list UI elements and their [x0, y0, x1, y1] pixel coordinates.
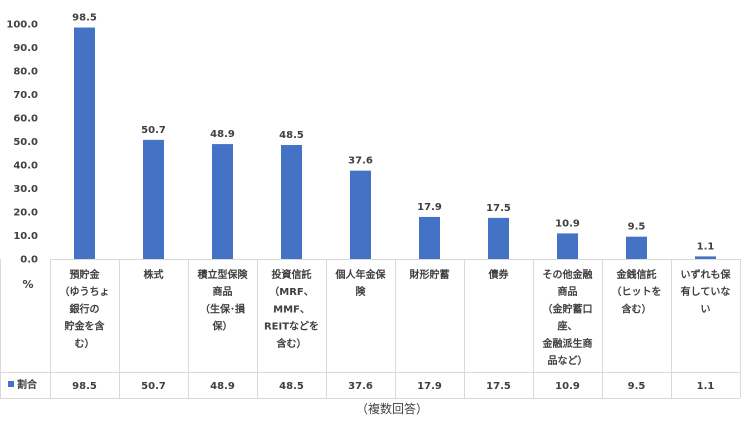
y-tick-label: 10.0 — [13, 231, 38, 242]
data-label: 48.9 — [210, 129, 235, 140]
table-value: 37.6 — [348, 381, 373, 392]
bars — [74, 27, 716, 260]
bar — [74, 27, 95, 260]
bar — [281, 145, 302, 259]
category-label: 債券 — [488, 268, 510, 281]
table-value: 48.9 — [210, 381, 235, 392]
table-value: 10.9 — [555, 381, 580, 392]
data-table: 預貯金（ゆうちょ銀行の貯金を含む） 株式 積立型保険商品（生保･損保） 投資信託（MR… — [0, 259, 741, 399]
data-label: 10.9 — [555, 218, 580, 229]
category-label: 株式 — [144, 268, 164, 281]
y-tick-label: 20.0 — [13, 208, 38, 219]
y-tick-label: 60.0 — [13, 114, 38, 125]
legend-swatch — [8, 381, 14, 387]
category-label: 投資信託（MRF、 MMF、 REITなどを含む） — [264, 268, 319, 350]
data-label: 17.9 — [417, 202, 442, 213]
y-tick-label: 30.0 — [13, 184, 38, 195]
data-label: 98.5 — [72, 13, 97, 24]
bar — [143, 139, 164, 259]
bar — [695, 256, 716, 259]
y-tick-label: 70.0 — [13, 90, 38, 101]
y-tick-label: 80.0 — [13, 67, 38, 78]
y-tick-label: 50.0 — [13, 137, 38, 148]
y-tick-label: 40.0 — [13, 161, 38, 172]
legend-label: 割合 — [17, 378, 38, 391]
data-labels: 98.5 50.7 48.9 48.5 37.6 17.9 17.5 10.9 9.5 1.1 — [72, 13, 714, 253]
table-value: 9.5 — [628, 381, 646, 392]
y-tick-label: 100.0 — [6, 20, 38, 31]
table-value: 1.1 — [697, 381, 715, 392]
data-label: 17.5 — [486, 203, 511, 214]
data-label: 48.5 — [279, 130, 304, 141]
table-value: 50.7 — [141, 381, 166, 392]
bar — [626, 236, 647, 259]
data-label: 37.6 — [348, 156, 373, 167]
category-label: その他金融商品（金貯蓄口座、金融派生商品など） — [542, 268, 593, 367]
table-value: 17.9 — [417, 381, 442, 392]
table-value: 48.5 — [279, 381, 304, 392]
bar — [557, 233, 578, 259]
bar — [488, 217, 509, 259]
bar — [350, 170, 371, 259]
bar — [419, 216, 440, 259]
bar — [212, 144, 233, 259]
table-value: 17.5 — [486, 381, 511, 392]
category-label: 財形貯蓄 — [409, 268, 450, 281]
category-label: いずれも保有していない — [681, 268, 732, 315]
category-label: 積立型保険商品（生保･損保） — [197, 268, 249, 333]
category-label: 金銭信託（ヒットを含む） — [612, 268, 662, 315]
data-label: 50.7 — [141, 125, 166, 136]
table-value: 98.5 — [72, 381, 97, 392]
data-label: 9.5 — [628, 222, 646, 233]
unit-label: % — [22, 278, 33, 291]
y-tick-label: 0.0 — [20, 255, 38, 266]
y-tick-label: 90.0 — [13, 43, 38, 54]
category-label: 個人年金保険 — [335, 268, 387, 298]
category-label: 預貯金（ゆうちょ銀行の貯金を含む） — [60, 268, 110, 350]
y-axis: 0.0 10.0 20.0 30.0 40.0 50.0 60.0 70.0 80.0 90.0 1… — [6, 20, 38, 266]
footnote: （複数回答） — [356, 401, 428, 416]
data-label: 1.1 — [697, 241, 715, 252]
